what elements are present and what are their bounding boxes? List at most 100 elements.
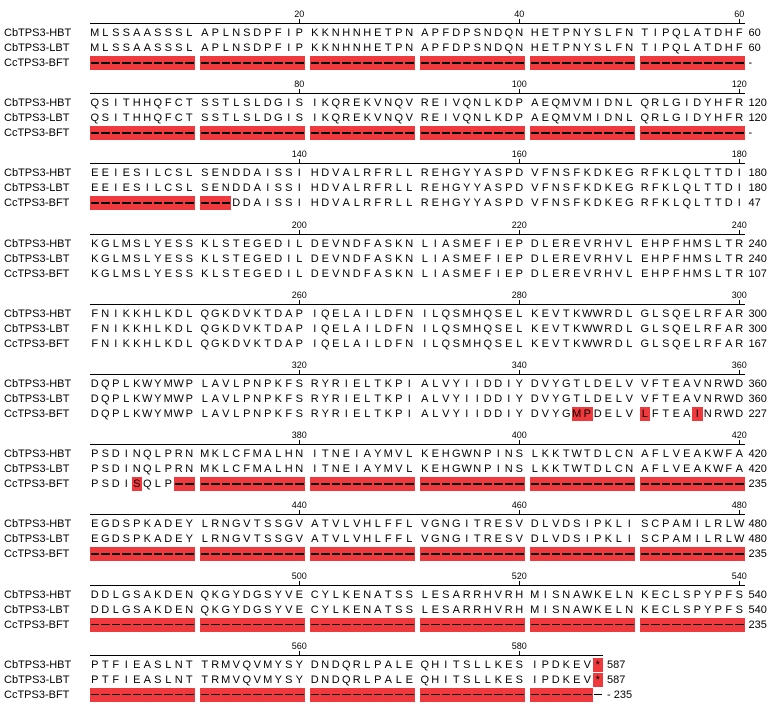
residue-cell: H bbox=[473, 337, 482, 350]
gap-cell bbox=[372, 477, 383, 492]
position-ruler bbox=[89, 23, 745, 24]
residue-cell: L bbox=[615, 533, 622, 546]
residue-cell: R bbox=[363, 182, 372, 195]
residue-cell: E bbox=[505, 237, 513, 250]
residue-cell: N bbox=[174, 658, 183, 671]
sequence-name: CcTPS3-BFT bbox=[4, 478, 70, 491]
residue-cell: M bbox=[530, 603, 540, 616]
gap-cell bbox=[330, 687, 341, 702]
residue-cell: Y bbox=[374, 448, 382, 461]
residue-cell: I bbox=[124, 673, 128, 686]
residue-cell: F bbox=[285, 378, 293, 390]
gap-cell bbox=[341, 126, 352, 141]
residue-cell: I bbox=[287, 267, 291, 280]
row-end-position: 235 bbox=[748, 478, 767, 491]
residue-cell: V bbox=[672, 463, 680, 476]
residue-cell: V bbox=[583, 658, 591, 671]
sequence-row: CbTPS3-LBT D Q P L K W Y M W P L A V L P N P K F S R Y R I E L T K P I… bbox=[0, 392, 770, 406]
residue-cell: N bbox=[551, 182, 560, 195]
residue-cell: E bbox=[91, 533, 99, 546]
residue-cell: R bbox=[604, 337, 613, 350]
gap-cell bbox=[660, 477, 671, 492]
residue-cell: A bbox=[143, 42, 151, 54]
residue-cell: M bbox=[263, 658, 273, 671]
residue-cell: V bbox=[243, 337, 251, 350]
residue-cell: S bbox=[133, 252, 141, 265]
gap-cell bbox=[461, 617, 472, 632]
residue-cell: L bbox=[694, 197, 701, 210]
residue-cell: S bbox=[133, 588, 141, 601]
residue-cell: T bbox=[101, 658, 109, 671]
gap-cell bbox=[100, 196, 111, 211]
residue-cell: A bbox=[311, 533, 319, 546]
residue-cell: E bbox=[175, 533, 183, 546]
residue-cell: D bbox=[263, 112, 272, 125]
gap-cell bbox=[320, 547, 331, 562]
residue-cell: R bbox=[651, 112, 660, 125]
residue-cell: E bbox=[473, 237, 481, 250]
gap-cell bbox=[550, 126, 561, 141]
gap-cell bbox=[540, 547, 551, 562]
gap-cell bbox=[121, 547, 132, 562]
gap-cell bbox=[142, 196, 153, 211]
residue-cell: G bbox=[561, 393, 571, 405]
residue-cell: Q bbox=[200, 588, 210, 601]
residue-cell: Q bbox=[671, 42, 681, 54]
sequence-name: CcTPS3-BFT bbox=[4, 127, 70, 140]
residue-cell: S bbox=[264, 518, 272, 531]
residue-cell: C bbox=[661, 588, 670, 601]
gap-cell bbox=[639, 56, 650, 70]
residue-cell: E bbox=[353, 408, 361, 420]
residue-cell: K bbox=[531, 337, 539, 350]
row-end-position: 360 bbox=[748, 393, 767, 405]
residue-cell: P bbox=[484, 448, 492, 461]
gap-cell bbox=[482, 687, 493, 702]
residue-cell: A bbox=[133, 27, 141, 39]
gap-cell bbox=[220, 56, 231, 70]
residue-cell: A bbox=[693, 448, 701, 461]
residue-cell: H bbox=[515, 603, 524, 616]
row-end-position: - bbox=[748, 127, 753, 140]
ruler-tick-label: 60 bbox=[734, 9, 745, 19]
residue-cell: V bbox=[531, 167, 539, 180]
residue-cell: I bbox=[124, 448, 128, 461]
sequence-row: CbTPS3-LBT P S D I N Q L P R N M K L C F M A L H N I T N E I A Y M V L… bbox=[0, 462, 770, 476]
gap-cell bbox=[419, 687, 430, 702]
residue-cell: P bbox=[662, 533, 670, 546]
residue-cell: K bbox=[133, 393, 141, 405]
residue-cell: W bbox=[461, 448, 472, 461]
residue-cell: N bbox=[441, 533, 450, 546]
residue-cell: Q bbox=[153, 112, 163, 125]
residue-cell: A bbox=[384, 658, 392, 671]
residue-cell: D bbox=[352, 252, 361, 265]
residue-cell: A bbox=[683, 408, 691, 420]
residue-cell: F bbox=[651, 378, 659, 390]
residue-cell: K bbox=[604, 182, 612, 195]
residue-cell: D bbox=[111, 463, 120, 476]
residue-cell: A bbox=[211, 393, 219, 405]
ruler-tick-label: 180 bbox=[731, 149, 747, 160]
residue-cell: S bbox=[164, 42, 172, 54]
residue-cell: D bbox=[504, 97, 513, 110]
gap-cell bbox=[472, 617, 483, 632]
residue-cell: E bbox=[321, 267, 329, 280]
residue-cell: E bbox=[505, 267, 513, 280]
gap-cell bbox=[671, 617, 682, 632]
residue-cell: A bbox=[285, 307, 293, 320]
row-end-position: 60 bbox=[748, 27, 761, 39]
residue-cell: E bbox=[431, 603, 439, 616]
residue-cell: P bbox=[243, 408, 251, 420]
residue-cell: K bbox=[274, 408, 282, 420]
residue-cell: Q bbox=[90, 97, 100, 110]
residue-cell: A bbox=[264, 448, 272, 461]
gap-cell bbox=[561, 547, 572, 562]
gap-cell bbox=[671, 126, 682, 141]
residue-cell: F bbox=[573, 167, 581, 180]
residue-cell: A bbox=[421, 393, 429, 405]
gap-cell bbox=[493, 477, 504, 492]
residue-cell: T bbox=[452, 673, 460, 686]
residue-cell: I bbox=[313, 448, 317, 461]
gap-cell bbox=[184, 477, 195, 492]
residue-cell: D bbox=[530, 237, 539, 250]
gap-cell bbox=[294, 617, 305, 632]
